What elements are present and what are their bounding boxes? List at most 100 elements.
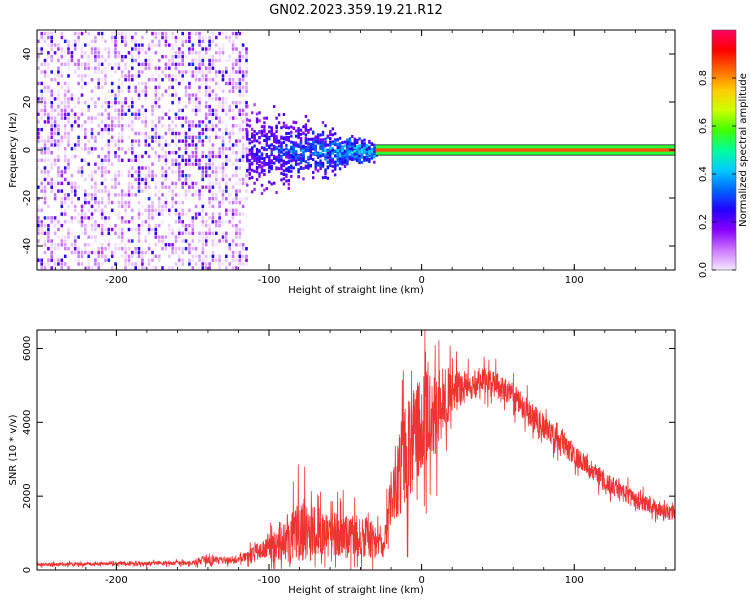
heatmap-cell	[137, 177, 141, 182]
heatmap-cell	[144, 220, 148, 224]
heatmap-cell	[201, 239, 205, 243]
heatmap-cell	[299, 137, 303, 140]
heatmap-cell	[270, 164, 273, 168]
heatmap-cell	[198, 200, 201, 205]
heatmap-cell	[37, 239, 40, 243]
heatmap-cell	[67, 166, 70, 170]
heatmap-cell	[77, 62, 80, 66]
heatmap-cell	[67, 89, 70, 93]
heatmap-cell	[294, 141, 298, 145]
heatmap-cell	[238, 177, 242, 182]
heatmap-cell	[228, 270, 231, 273]
heatmap-cell	[53, 181, 57, 186]
heatmap-cell	[238, 66, 242, 70]
heatmap-cell	[270, 182, 273, 186]
heatmap-cell	[84, 212, 87, 216]
heatmap-cell	[218, 51, 221, 55]
heatmap-cell	[285, 126, 288, 129]
heatmap-cell	[154, 208, 158, 212]
heatmap-cell	[37, 97, 40, 101]
heatmap-cell	[174, 143, 178, 147]
heatmap-cell	[218, 55, 221, 59]
heatmap-cell	[141, 81, 144, 86]
heatmap-cell	[57, 254, 60, 258]
heatmap-cell	[120, 174, 124, 178]
heatmap-cell	[157, 258, 161, 262]
heatmap-cell	[70, 39, 74, 43]
heatmap-cell	[211, 116, 215, 120]
heatmap-cell	[171, 162, 174, 166]
heatmap-cell	[191, 154, 195, 159]
heatmap-cell	[124, 247, 127, 251]
heatmap-cell	[124, 193, 127, 197]
heatmap-cell	[168, 231, 171, 235]
heatmap-cell	[211, 174, 215, 178]
heatmap-cell	[204, 104, 208, 109]
heatmap-cell	[110, 116, 114, 120]
heatmap-cell	[57, 104, 60, 109]
heatmap-cell	[110, 74, 114, 78]
heatmap-cell	[174, 208, 178, 212]
heatmap-cell	[245, 81, 248, 86]
heatmap-cell	[290, 140, 293, 144]
heatmap-cell	[188, 62, 191, 66]
heatmap-cell	[211, 243, 215, 247]
heatmap-cell	[174, 170, 178, 174]
heatmap-cell	[218, 258, 221, 262]
heatmap-cell	[97, 254, 100, 258]
heatmap-cell	[114, 116, 117, 120]
heatmap-cell	[168, 93, 171, 97]
heatmap-cell	[245, 62, 248, 66]
heatmap-cell	[218, 147, 221, 151]
heatmap-cell	[131, 262, 134, 266]
heatmap-cell	[235, 170, 238, 174]
heatmap-cell	[137, 116, 141, 120]
heatmap-cell	[353, 146, 356, 150]
heatmap-cell	[265, 162, 268, 166]
heatmap-cell	[225, 231, 228, 235]
heatmap-cell	[248, 152, 251, 156]
heatmap-cell	[245, 58, 248, 63]
heatmap-cell	[235, 189, 238, 193]
heatmap-cell	[312, 176, 315, 180]
heatmap-cell	[194, 151, 198, 155]
heatmap-cell	[178, 239, 181, 243]
heatmap-cell	[37, 220, 40, 224]
heatmap-cell	[127, 135, 131, 139]
heatmap-cell	[215, 127, 218, 132]
heatmap-cell	[137, 89, 141, 93]
heatmap-cell	[50, 143, 53, 147]
heatmap-cell	[53, 120, 57, 124]
heatmap-cell	[241, 124, 245, 128]
heatmap-cell	[251, 111, 254, 115]
heatmap-cell	[191, 51, 195, 55]
heatmap-cell	[151, 170, 154, 174]
heatmap-cell	[127, 158, 131, 162]
heatmap-cell	[37, 116, 40, 120]
heatmap-cell	[241, 47, 245, 51]
heatmap-cell	[204, 258, 208, 262]
heatmap-cell	[107, 247, 111, 251]
heatmap-cell	[151, 200, 154, 205]
heatmap-cell	[87, 139, 90, 143]
heatmap-cell	[84, 227, 87, 232]
heatmap-cell	[205, 270, 208, 273]
heatmap-cell	[231, 162, 235, 166]
heatmap-cell	[154, 124, 158, 128]
heatmap-cell	[131, 193, 134, 197]
heatmap-cell	[137, 247, 141, 251]
heatmap-cell	[221, 235, 225, 239]
heatmap-cell	[260, 167, 264, 171]
heatmap-cell	[168, 235, 171, 239]
heatmap-cell	[181, 200, 184, 205]
heatmap-cell	[134, 131, 137, 136]
heatmap-cell	[100, 147, 104, 151]
heatmap-cell	[134, 108, 137, 113]
heatmap-cell	[144, 266, 148, 270]
heatmap-cell	[221, 89, 225, 93]
heatmap-cell	[161, 124, 164, 128]
heatmap-cell	[90, 43, 94, 47]
heatmap-cell	[215, 35, 218, 40]
heatmap-cell	[228, 104, 231, 109]
heatmap-cell	[231, 250, 235, 255]
